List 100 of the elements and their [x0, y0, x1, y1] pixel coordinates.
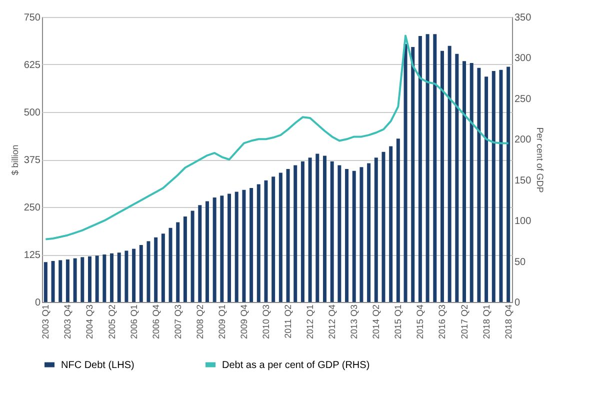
y-tick-label: 125 — [24, 250, 41, 261]
bar — [139, 245, 143, 302]
x-tick-label: 2009 Q4 — [238, 304, 249, 340]
bar — [117, 252, 121, 302]
bar — [51, 260, 55, 302]
bar — [161, 234, 165, 302]
y-tick-label: 250 — [24, 202, 41, 214]
bar — [198, 205, 202, 302]
x-tick-label: 2010 Q3 — [260, 304, 271, 340]
bar — [176, 222, 180, 302]
bar — [345, 169, 349, 302]
bar — [352, 170, 356, 302]
bar — [492, 70, 496, 302]
bar — [88, 256, 92, 302]
bar — [330, 161, 334, 302]
y-tick-label: 375 — [24, 155, 41, 166]
bar — [110, 253, 114, 302]
y-tick-label: 750 — [24, 12, 41, 24]
x-tick-label: 2006 Q4 — [150, 304, 161, 340]
bar — [300, 161, 304, 302]
bar — [455, 54, 459, 302]
bar — [396, 138, 400, 302]
bar — [234, 192, 238, 302]
x-tick-label: 2016 Q3 — [437, 304, 448, 340]
bar — [228, 194, 232, 302]
bar — [448, 46, 452, 302]
x-tick-label: 2015 Q4 — [415, 304, 426, 340]
y2-tick-label: 100 — [514, 216, 532, 228]
bar — [322, 156, 326, 302]
x-tick-label: 2012 Q1 — [305, 304, 316, 340]
bar — [102, 254, 106, 302]
y2-tick-label: 150 — [514, 175, 532, 186]
bar — [73, 258, 77, 302]
x-tick-label: 2011 Q2 — [283, 304, 294, 338]
x-tick-label: 2013 Q3 — [349, 304, 360, 340]
x-tick-label: 2007 Q3 — [172, 304, 183, 340]
bar — [426, 34, 430, 302]
bar — [58, 260, 62, 302]
bar — [168, 228, 172, 302]
bar — [484, 76, 488, 302]
y-tick-label: 625 — [24, 60, 41, 71]
bar — [433, 34, 437, 302]
y2-tick-label: 350 — [514, 12, 532, 24]
bar — [338, 165, 342, 302]
bar — [389, 146, 393, 302]
bar — [132, 248, 136, 302]
bar — [242, 190, 246, 302]
bar — [374, 158, 378, 302]
bar — [80, 257, 84, 302]
bar — [264, 180, 268, 302]
x-tick-label: 2014 Q2 — [371, 304, 382, 340]
bar — [124, 250, 128, 302]
bar — [278, 172, 282, 302]
bar — [506, 66, 510, 302]
bar — [95, 256, 99, 302]
x-tick-label: 2009 Q1 — [216, 304, 227, 340]
legend-label: Debt as a per cent of GDP (RHS) — [222, 360, 370, 371]
bar — [190, 210, 194, 302]
x-tick-label: 2003 Q1 — [40, 304, 51, 340]
line-series — [44, 34, 510, 240]
bar — [44, 262, 48, 302]
x-tick-label: 2008 Q2 — [194, 304, 205, 340]
x-tick-label: 2015 Q1 — [393, 304, 404, 340]
bar — [360, 167, 364, 302]
y2-tick-label: 250 — [514, 94, 532, 105]
bar — [146, 241, 150, 302]
x-tick-label: 2012 Q4 — [327, 304, 338, 340]
x-tick-label: 2003 Q4 — [62, 304, 73, 340]
bar — [286, 169, 290, 302]
bar — [462, 61, 466, 302]
bar — [250, 188, 254, 302]
bar — [294, 165, 298, 302]
bar — [256, 184, 260, 302]
bar — [154, 237, 158, 302]
x-tick-label: 2018 Q4 — [503, 304, 514, 340]
bar — [382, 152, 386, 302]
bar — [212, 198, 216, 302]
bar — [367, 163, 371, 302]
y2-tick-label: 50 — [514, 256, 526, 268]
bar — [404, 44, 408, 302]
y2-axis-title: Per cent of GDP — [535, 127, 546, 193]
bar — [308, 158, 312, 302]
bar — [411, 47, 415, 302]
y2-tick-label: 200 — [514, 134, 532, 146]
bar — [499, 70, 503, 302]
bar — [272, 176, 276, 302]
bar — [477, 68, 481, 302]
y2-tick-label: 300 — [514, 53, 532, 64]
bar — [440, 50, 444, 302]
y2-tick-label: 0 — [514, 298, 520, 308]
x-tick-label: 2004 Q3 — [84, 304, 95, 340]
bar — [470, 62, 474, 302]
x-tick-label: 2005 Q2 — [106, 304, 117, 340]
x-tick-label: 2018 Q1 — [481, 304, 492, 340]
bar — [66, 259, 70, 302]
y-tick-label: 500 — [24, 108, 41, 118]
x-tick-label: 2006 Q1 — [128, 304, 139, 340]
bar — [183, 216, 187, 302]
bar — [418, 36, 422, 302]
bar — [220, 196, 224, 302]
